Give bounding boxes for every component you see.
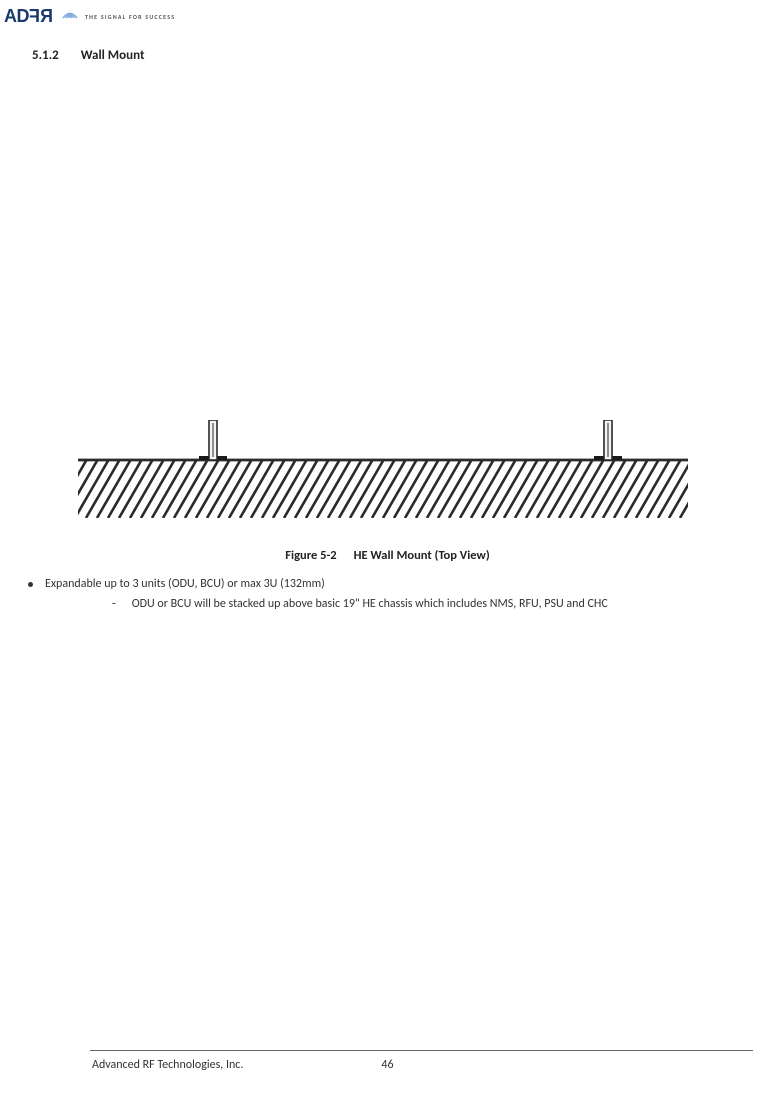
- figure-label-prefix: Figure 5-2: [285, 548, 336, 563]
- section-title: Wall Mount: [81, 48, 145, 63]
- bullet-main-text: Expandable up to 3 units (ODU, BCU) or m…: [45, 576, 325, 592]
- logo-tagline: THE SIGNAL FOR SUCCESS: [85, 13, 175, 21]
- figure-label-title: HE Wall Mount (Top View): [354, 548, 490, 563]
- bullet-main-row: Expandable up to 3 units (ODU, BCU) or m…: [22, 576, 757, 592]
- figure-svg: [78, 420, 688, 530]
- figure-caption: Figure 5-2 HE Wall Mount (Top View): [0, 548, 775, 563]
- logo-ad: AD: [4, 6, 29, 26]
- bullet-sub-text: ODU or BCU will be stacked up above basi…: [132, 596, 608, 612]
- bullet-icon: [28, 582, 33, 587]
- section-heading: 5.1.2 Wall Mount: [32, 48, 144, 63]
- footer-page-number: 46: [0, 1058, 775, 1072]
- body-text: Expandable up to 3 units (ODU, BCU) or m…: [22, 576, 757, 612]
- logo-bar: ADRF THE SIGNAL FOR SUCCESS: [4, 6, 175, 27]
- figure-wall-mount: [78, 420, 688, 535]
- page-root: ADRF THE SIGNAL FOR SUCCESS 5.1.2 Wall M…: [0, 0, 775, 1099]
- logo-rf-mirrored: RF: [29, 6, 53, 27]
- dash-icon: -: [112, 596, 116, 612]
- logo-text: ADRF: [4, 6, 53, 27]
- bullet-sub-row: - ODU or BCU will be stacked up above ba…: [112, 596, 757, 612]
- section-number: 5.1.2: [32, 48, 59, 63]
- footer-divider: [90, 1050, 753, 1051]
- wifi-icon: [61, 7, 79, 26]
